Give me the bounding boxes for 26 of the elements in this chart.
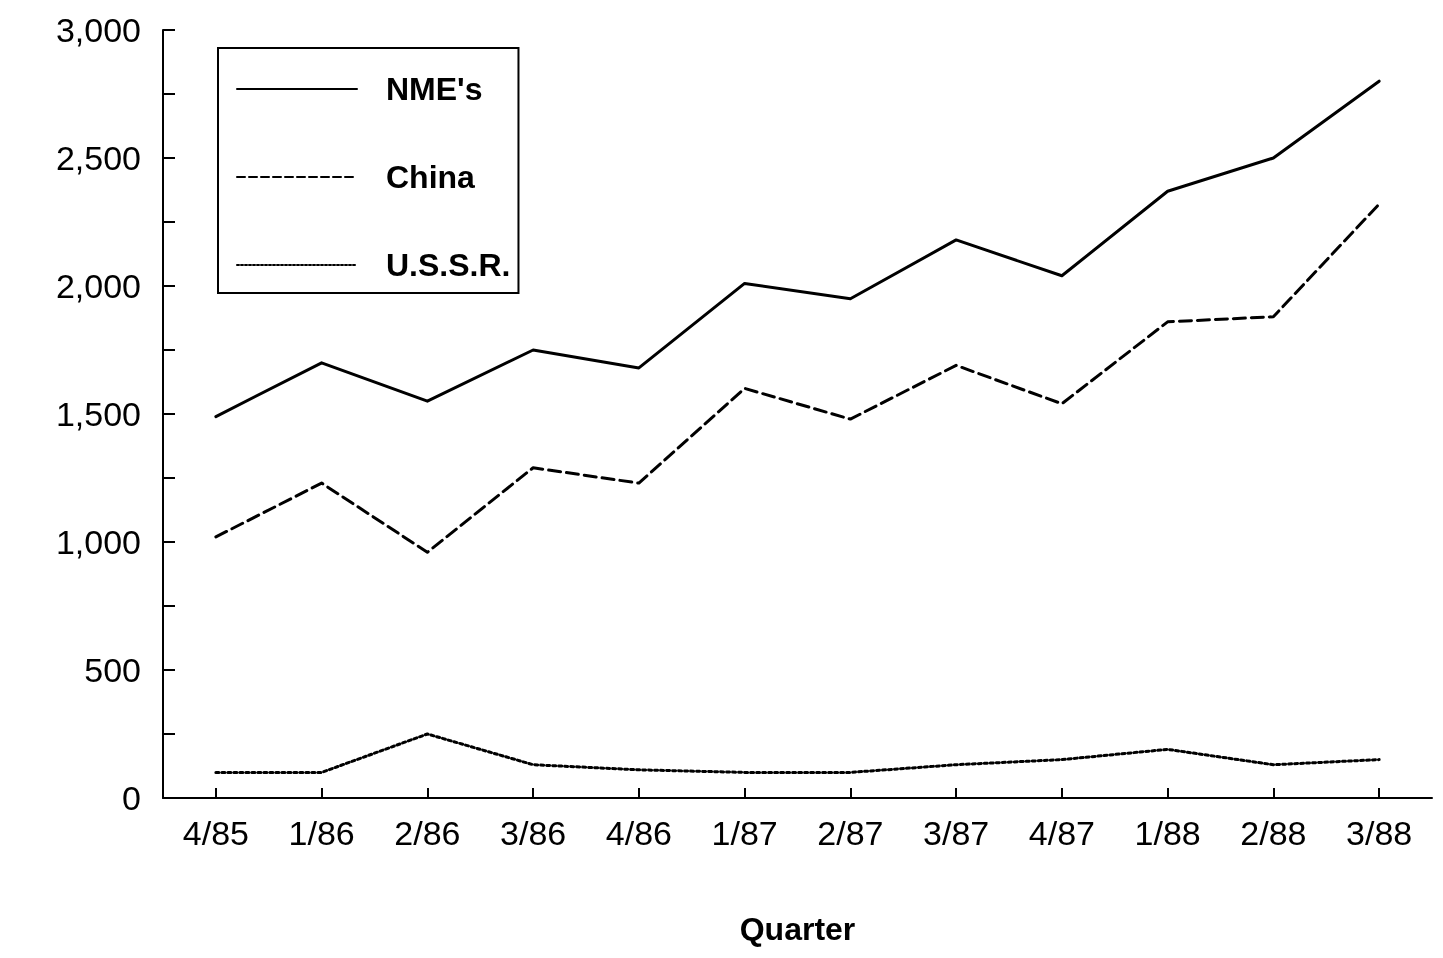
x-tick-label: 3/88 — [1346, 814, 1413, 852]
legend-label: U.S.S.R. — [386, 247, 511, 283]
x-tick-label: 1/86 — [288, 814, 355, 852]
line-series — [214, 732, 1381, 774]
x-tick-label: 4/87 — [1028, 814, 1095, 852]
legend-label: China — [386, 159, 476, 195]
y-tick-label: 2,500 — [55, 139, 141, 177]
x-tick-label: 3/86 — [500, 814, 567, 852]
x-tick-label: 4/85 — [182, 814, 249, 852]
x-tick-label: 1/88 — [1134, 814, 1201, 852]
x-axis-title: Quarter — [739, 911, 856, 947]
x-tick-label: 2/86 — [394, 814, 461, 852]
y-tick-label: 0 — [122, 779, 141, 817]
y-tick-label: 3,000 — [55, 11, 141, 49]
x-tick-label: 2/88 — [1240, 814, 1307, 852]
x-tick-label: 3/87 — [923, 814, 990, 852]
line-series — [214, 79, 1381, 419]
y-tick-label: 500 — [84, 651, 141, 689]
x-tick-label: 1/87 — [711, 814, 778, 852]
y-tick-label: 1,500 — [55, 395, 141, 433]
line-series — [214, 202, 1381, 554]
y-tick-label: 2,000 — [55, 267, 141, 305]
legend-label: NME's — [386, 71, 483, 107]
y-tick-label: 1,000 — [55, 523, 141, 561]
x-tick-label: 2/87 — [817, 814, 884, 852]
x-tick-label: 4/86 — [605, 814, 672, 852]
